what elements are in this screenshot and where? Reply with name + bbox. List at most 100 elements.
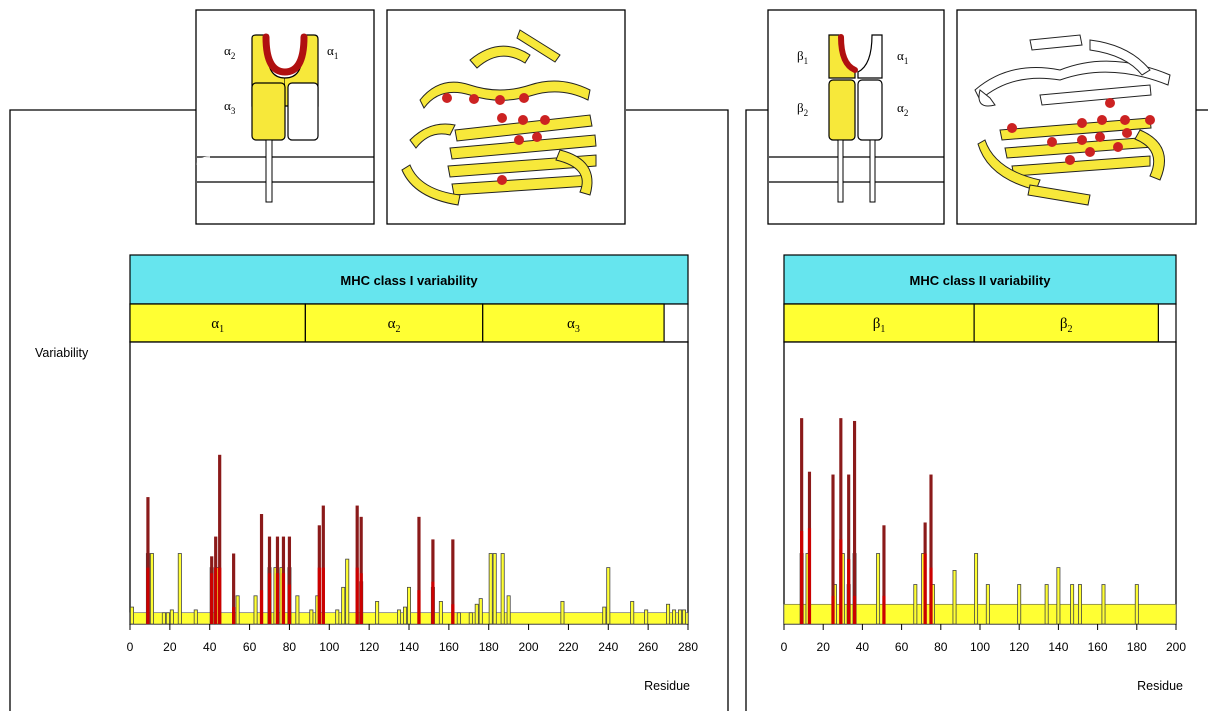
- class1-bar-yellow: [345, 558, 350, 625]
- class1-bar-dark-red: [359, 516, 363, 624]
- class2-bar-yellow: [1134, 584, 1139, 625]
- class1-bar-yellow: [666, 603, 671, 625]
- class1-bar-red: [451, 604, 455, 624]
- class2-banner-title: MHC class II variability: [910, 273, 1052, 288]
- class1-bar-red: [232, 607, 236, 624]
- class2-tick-label: 180: [1127, 640, 1147, 654]
- class2-alpha2-domain: [857, 79, 883, 141]
- class1-bar-yellow: [478, 598, 483, 625]
- class2-tick-label: 160: [1088, 640, 1108, 654]
- class1-bar-yellow: [397, 609, 402, 625]
- class2-tick-label: 60: [895, 640, 909, 654]
- class2-banner: [783, 254, 1177, 305]
- class1-x-axis: 0 20 40 60 80 100 120 140 160 180 200 220 240 260 280: [127, 624, 698, 654]
- class1-tick-label: 0: [127, 640, 134, 654]
- class1-bar-red: [259, 590, 264, 624]
- class1-bar-yellow: [644, 609, 649, 625]
- class1-bar-red: [275, 573, 280, 624]
- class2-bar-dark-red: [800, 418, 804, 624]
- class2-x-axis: 0 20 40 60 80 100 120 140 160 180 200: [781, 624, 1186, 654]
- class1-bar-yellow: [235, 595, 240, 625]
- class1-tick-label: 20: [163, 640, 177, 654]
- class2-tick-label: 20: [817, 640, 831, 654]
- class2-bar-dark-red: [882, 525, 886, 624]
- class1-bar-red: [287, 584, 292, 624]
- class1-groove: [262, 33, 308, 76]
- class2-tick-label: 100: [970, 640, 990, 654]
- class2-bar-red: [929, 567, 933, 624]
- class1-tick-label: 60: [243, 640, 257, 654]
- class1-bar-dark-red: [218, 454, 222, 624]
- class2-x-axis-title: Residue: [1137, 679, 1183, 693]
- class2-bar-yellow: [1044, 584, 1049, 625]
- class1-bar-yellow: [630, 601, 635, 625]
- class2-tick-label: 120: [1009, 640, 1029, 654]
- class1-bar-yellow: [456, 612, 461, 625]
- class1-bar-dark-red: [146, 497, 150, 624]
- y-axis-title: Variability: [35, 346, 89, 360]
- class1-bar-red: [317, 567, 321, 624]
- class1-bar-dark-red: [355, 505, 359, 624]
- class2-bar-yellow: [1101, 584, 1106, 625]
- class1-bar-red: [267, 573, 272, 624]
- class1-domain-label-3: α3: [567, 316, 580, 335]
- class1-domain-3: [482, 303, 665, 343]
- class2-bar-yellow: [985, 584, 990, 625]
- class1-bar-red: [321, 567, 325, 624]
- class1-bar-yellow: [678, 609, 683, 625]
- class2-tick-label: 40: [856, 640, 870, 654]
- class1-bar-yellow: [438, 601, 443, 625]
- class2-bar-dark-red: [831, 474, 835, 624]
- class2-tick-label: 200: [1166, 640, 1186, 654]
- class2-bar-red: [852, 595, 857, 624]
- class2-schematic-label-a1: α1: [897, 48, 908, 66]
- class1-bar-yellow: [177, 553, 182, 625]
- class2-schematic-label-b2: β2: [797, 100, 808, 118]
- class1-bar-yellow: [161, 612, 166, 625]
- class2-schematic-label-a2: α2: [897, 100, 908, 118]
- class1-tick-label: 280: [678, 640, 698, 654]
- class2-bar-yellow: [876, 553, 881, 625]
- class1-x-axis-title: Residue: [644, 679, 690, 693]
- class1-banner-title: MHC class I variability: [340, 273, 478, 288]
- class2-bar-red: [882, 595, 886, 624]
- class1-bar-dark-red: [321, 505, 325, 624]
- class1-domain-label-2: α2: [388, 316, 401, 335]
- class2-bar-yellow: [1017, 584, 1022, 625]
- class1-schematic-label-a2: α2: [224, 43, 235, 61]
- class2-beta2-domain: [828, 79, 856, 141]
- class1-domain-label-1: α1: [211, 316, 224, 335]
- class1-tick-label: 220: [558, 640, 578, 654]
- class1-domain-2: [304, 303, 484, 343]
- class1-bar-red: [218, 567, 222, 624]
- class2-bar-red: [800, 530, 804, 624]
- class2-bar-yellow: [1070, 584, 1075, 625]
- class1-bar-yellow: [682, 609, 687, 625]
- class1-bar-red: [359, 573, 363, 624]
- class1-schematic-label-a3: α3: [224, 98, 236, 116]
- class1-tick-label: 160: [439, 640, 459, 654]
- class1-bar-yellow: [403, 606, 408, 625]
- class1-bar-yellow: [488, 553, 493, 625]
- class2-bar-yellow: [913, 584, 918, 625]
- class1-bar-yellow: [606, 567, 611, 625]
- class1-bar-yellow: [295, 595, 300, 625]
- class2-bar-red: [807, 528, 812, 624]
- class1-bar-red: [146, 567, 150, 624]
- class1-bar-yellow: [309, 609, 314, 625]
- class2-bar-red: [831, 595, 835, 624]
- class1-b2m-domain: [287, 82, 319, 141]
- class1-bar-yellow: [407, 586, 411, 625]
- class1-domain-bar: α1 α2 α3: [129, 303, 689, 343]
- class1-tick-label: 100: [319, 640, 339, 654]
- class1-bars: [129, 454, 689, 625]
- class2-domain-bar: β1 β2: [783, 303, 1177, 343]
- class1-chart: MHC class I variability α1 α2 α3 0 20 40 60 80…: [127, 254, 698, 693]
- class2-bar-yellow: [952, 570, 957, 625]
- class2-bar-dark-red: [839, 418, 843, 624]
- class2-bar-dark-red: [852, 420, 857, 624]
- class2-domain-2: [973, 303, 1159, 343]
- class1-bar-dark-red: [232, 553, 236, 624]
- class1-bar-yellow: [468, 612, 473, 625]
